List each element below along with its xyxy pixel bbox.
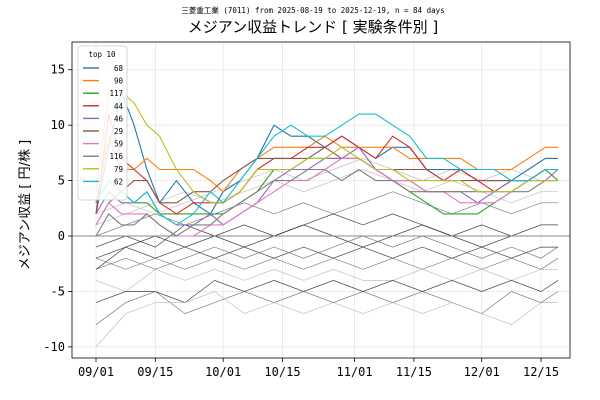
y-axis-label: メジアン収益 [ 円/株 ]: [18, 140, 33, 270]
x-tick-label: 10/01: [205, 365, 241, 379]
y-tick-label: 5: [58, 174, 65, 188]
background-series-line: [95, 268, 558, 292]
x-tick-label: 11/01: [336, 365, 372, 379]
y-tick-label: 10: [51, 118, 65, 132]
background-series-line: [95, 169, 558, 226]
legend-box: [77, 45, 128, 201]
background-series-line: [95, 158, 558, 215]
y-tick-label: 15: [51, 63, 65, 77]
grid-lines: [72, 42, 570, 358]
x-tick-label: 09/15: [137, 365, 173, 379]
plot-frame: [71, 41, 571, 359]
background-series-line: [95, 213, 558, 259]
legend-label-29: 29: [114, 127, 123, 136]
legend-label-68: 68: [114, 64, 124, 73]
background-series-line: [95, 246, 558, 270]
legend-label-46: 46: [114, 114, 124, 123]
background-series-line: [95, 280, 559, 303]
legend-label-90: 90: [114, 77, 124, 86]
legend-label-62: 62: [114, 177, 123, 186]
top-series-lines: [95, 90, 559, 237]
x-tick-label: 10/15: [264, 365, 300, 379]
series-line-46: [95, 146, 559, 226]
legend-label-44: 44: [114, 102, 124, 111]
legend-label-116: 116: [109, 152, 123, 161]
legend-label-59: 59: [114, 140, 123, 149]
series-line-79: [95, 91, 558, 204]
legend-label-117: 117: [109, 89, 123, 98]
series-line-62: [95, 113, 558, 226]
x-tick-label: 09/01: [78, 365, 114, 379]
y-axis-ticks: -10 -5 0 5 10 15: [43, 63, 72, 354]
y-tick-label: 0: [58, 229, 65, 243]
chart-subtitle: 三菱重工業 (7011) from 2025-08-19 to 2025-12-…: [181, 5, 444, 15]
x-axis-ticks: 09/01 09/15 10/01 10/15 11/01 11/15 12/01 12/15: [78, 358, 559, 379]
x-tick-label: 11/15: [396, 365, 432, 379]
x-tick-label: 12/01: [464, 365, 500, 379]
background-series: [95, 158, 559, 348]
chart-title: メジアン収益トレンド [ 実験条件別 ]: [188, 18, 438, 36]
y-tick-label: -10: [43, 340, 65, 354]
background-series-line: [95, 291, 558, 348]
x-tick-label: 12/15: [523, 365, 559, 379]
legend: top 10 68 90 117 44 46 29 59 116 79 62: [77, 45, 128, 201]
background-series-line: [95, 235, 559, 270]
y-tick-label: -5: [51, 284, 65, 298]
series-line-29: [95, 146, 558, 204]
background-series-line: [95, 257, 559, 270]
background-series-line: [95, 291, 559, 325]
legend-label-79: 79: [114, 165, 123, 174]
legend-title: top 10: [88, 50, 116, 59]
